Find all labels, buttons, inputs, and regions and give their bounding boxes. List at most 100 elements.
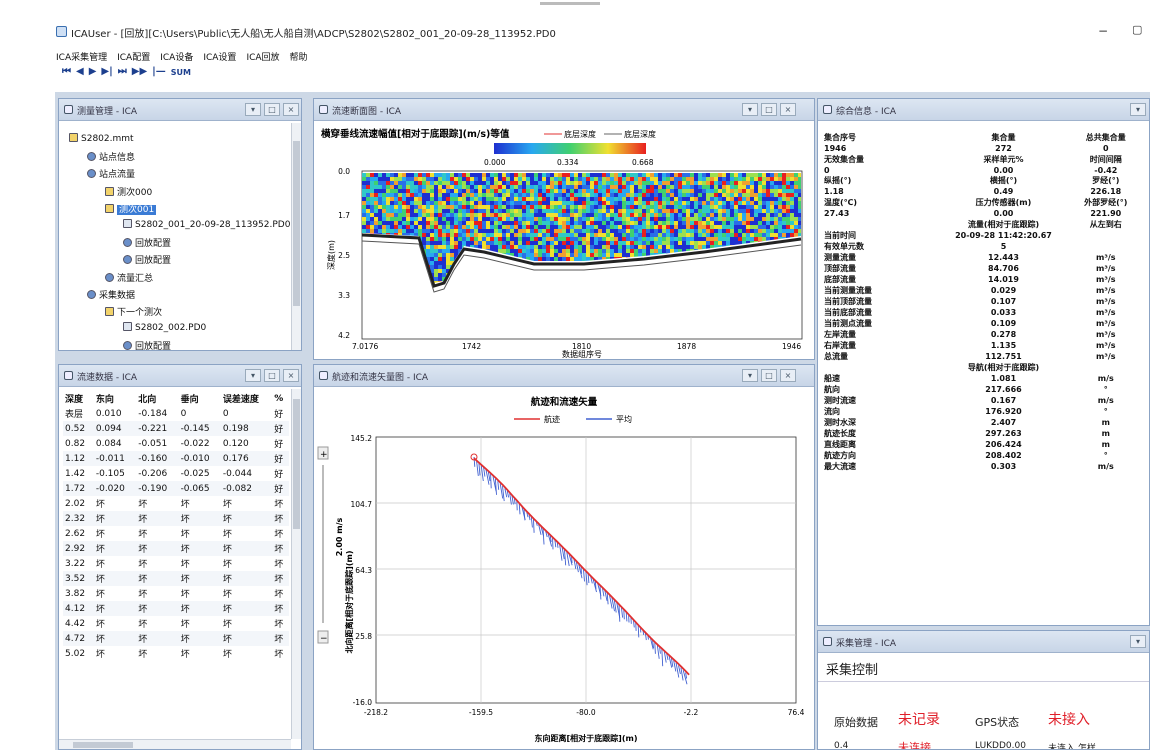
panel-dropdown-button[interactable]: ▾ [245,103,261,116]
panel-dropdown-button[interactable]: ▾ [245,369,261,382]
contour-cell [630,201,634,205]
contour-cell [478,221,482,225]
table-row[interactable]: 5.02 坏坏坏坏坏 [63,646,289,661]
table-row[interactable]: 1.72 -0.020 -0.190 -0.065 -0.082 好 [63,481,289,496]
panel-dropdown-button[interactable]: ▾ [1130,103,1146,116]
column-header[interactable]: 东向 [95,395,114,405]
panel-close-button[interactable]: × [780,369,796,382]
contour-cell [618,197,622,201]
contour-cell [378,185,382,189]
panel-close-button[interactable]: × [283,103,299,116]
info-cell: 流向 [824,406,840,416]
panel-close-button[interactable]: × [283,369,299,382]
menu-item-acquisition[interactable]: ICA采集管理 [56,53,108,63]
menu-item-help[interactable]: 帮助 [289,53,308,63]
table-row[interactable]: 2.62 坏坏坏坏坏 [63,526,289,541]
table-cell: 4.42 [65,618,86,629]
step-forward-icon[interactable]: ▶| [101,66,113,77]
tree-node[interactable]: 测次000 [105,185,152,198]
contour-cell [550,201,554,205]
sum-button[interactable]: SUM [170,68,192,77]
column-header[interactable]: 误差速度 [222,395,259,405]
table-row[interactable]: 0.52 0.094 -0.221 -0.145 0.198 好 [63,421,289,436]
contour-cell [534,177,538,181]
tree-node[interactable]: 站点流量 [87,167,135,180]
contour-cell [630,189,634,193]
contour-cell [762,225,766,229]
table-row[interactable]: 3.52 坏坏坏坏坏 [63,571,289,586]
table-row[interactable]: 4.42 坏坏坏坏坏 [63,616,289,631]
menu-item-playback[interactable]: ICA回放 [246,53,280,63]
contour-cell [550,233,554,237]
fast-forward-icon[interactable]: ▶▶ [131,66,148,77]
table-horizontal-scrollbar[interactable] [59,739,291,749]
contour-cell [706,173,710,177]
panel-pin-button[interactable]: □ [761,103,777,116]
minimize-button[interactable]: − [1098,24,1109,38]
column-header[interactable]: 垂向 [180,395,199,405]
contour-cell [590,213,594,217]
contour-cell [582,193,586,197]
panel-close-button[interactable]: × [780,103,796,116]
y-tick: 25.8 [355,632,372,641]
table-row[interactable]: 4.72 坏坏坏坏坏 [63,631,289,646]
tree-node[interactable]: 回放配置 [123,236,171,249]
contour-cell [434,265,438,269]
tree-node[interactable]: 流量汇总 [105,271,153,284]
contour-cell [722,177,726,181]
velocity-vector [606,592,609,605]
panel-pin-button[interactable]: □ [264,369,280,382]
info-cell: ° [1103,406,1108,416]
table-row[interactable]: 2.92 坏坏坏坏坏 [63,541,289,556]
table-row[interactable]: 3.22 坏坏坏坏坏 [63,556,289,571]
contour-cell [638,189,642,193]
table-row[interactable]: 表层 0.010 -0.184 0 0 好 [63,406,289,421]
play-icon[interactable]: ▶ [88,66,97,77]
table-row[interactable]: 1.42 -0.105 -0.206 -0.025 -0.044 好 [63,466,289,481]
column-header[interactable]: 深度 [65,395,84,405]
contour-cell [366,173,370,177]
menu-item-settings[interactable]: ICA设置 [203,53,237,63]
panel-dropdown-button[interactable]: ▾ [1130,635,1146,648]
table-vertical-scrollbar[interactable] [291,389,301,739]
column-header[interactable]: % [274,393,284,404]
contour-cell [386,173,390,177]
tree-node[interactable]: S2802_001_20-09-28_113952.PD0 [123,219,290,230]
panel-pin-button[interactable]: □ [761,369,777,382]
tree-node[interactable]: S2802.mmt [69,133,134,144]
table-row[interactable]: 1.12 -0.011 -0.160 -0.010 0.176 好 [63,451,289,466]
table-row[interactable]: 4.12 坏坏坏坏坏 [63,601,289,616]
contour-cell [554,225,558,229]
table-cell: 表层 [65,410,84,420]
panel-dropdown-button[interactable]: ▾ [742,369,758,382]
panel-pin-button[interactable]: □ [264,103,280,116]
contour-cell [570,209,574,213]
menu-item-config[interactable]: ICA配置 [117,53,151,63]
tree-node[interactable]: 采集数据 [87,288,135,301]
zoom-in-button[interactable] [317,446,329,460]
first-frame-icon[interactable]: ⏮ [62,66,71,77]
tree-node[interactable]: 下一个测次 [105,305,162,318]
tree-node[interactable]: 回放配置 [123,253,171,266]
table-row[interactable]: 0.82 0.084 -0.051 -0.022 0.120 好 [63,436,289,451]
tree-node[interactable]: 站点信息 [87,150,135,163]
table-row[interactable]: 2.32 坏坏坏坏坏 [63,511,289,526]
contour-cell [510,185,514,189]
tree-node[interactable]: 测次001 [105,202,157,215]
tree-node[interactable]: 回放配置 [123,339,171,350]
table-row[interactable]: 3.82 坏坏坏坏坏 [63,586,289,601]
maximize-button[interactable]: ▢ [1132,23,1143,36]
marker-icon[interactable]: |— [152,66,166,77]
contour-cell [634,189,638,193]
panel-dropdown-button[interactable]: ▾ [742,103,758,116]
last-frame-icon[interactable]: ⏭ [117,66,127,77]
zoom-out-button[interactable] [317,630,329,644]
table-row[interactable]: 2.02 坏坏坏坏坏 [63,496,289,511]
contour-cell [638,245,642,249]
column-header[interactable]: 北向 [138,395,157,405]
tree-node[interactable]: S2802_002.PD0 [123,322,206,333]
tree-scrollbar[interactable] [291,123,301,350]
menu-item-device[interactable]: ICA设备 [160,53,194,63]
step-back-icon[interactable]: ◀ [76,66,84,77]
contour-cell [602,209,606,213]
